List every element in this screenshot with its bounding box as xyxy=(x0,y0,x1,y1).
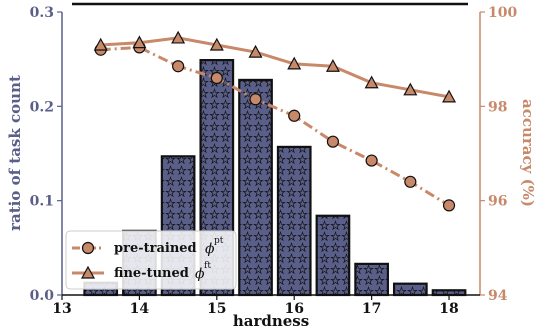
series-1-point-6 xyxy=(325,58,340,72)
legend-entry-fine-tuned: fine-tuned ϕ ft xyxy=(72,261,211,282)
lines-layer xyxy=(93,30,457,212)
series-0-point-5 xyxy=(288,109,301,122)
x-tick-label-5: 18 xyxy=(439,301,458,317)
x-tick-label-3: 16 xyxy=(284,301,303,317)
legend-symbol-pre-trained: ϕ xyxy=(205,241,215,257)
series-0-point-4 xyxy=(249,93,262,106)
x-axis-label: hardness xyxy=(233,312,309,330)
series-1-point-2 xyxy=(171,30,186,44)
series-1-point-1 xyxy=(132,35,147,49)
y-axis-right-label: accuracy (%) xyxy=(519,99,535,207)
legend-label-pre-trained: pre-trained xyxy=(114,241,197,256)
series-1-point-3 xyxy=(209,37,224,51)
y-right-tick-label-0: 94 xyxy=(488,288,508,304)
legend-symbol-fine-tuned: ϕ xyxy=(195,266,205,282)
legend-sup-pre-trained: pt xyxy=(214,236,224,246)
y-left-tick-label-3: 0.3 xyxy=(30,5,54,21)
x-tick-label-4: 17 xyxy=(362,301,381,317)
series-0-point-3 xyxy=(210,71,223,85)
legend-box xyxy=(65,230,237,290)
legend-sup-fine-tuned: ft xyxy=(204,261,211,271)
x-tick-label-0: 13 xyxy=(52,301,71,317)
legend-marker-circle xyxy=(81,241,95,255)
series-0-point-8 xyxy=(404,175,417,188)
series-1-point-0 xyxy=(93,37,108,51)
y-axis-left-label: ratio of task count xyxy=(6,75,24,231)
ticks-layer: 13 14 15 16 17 18 0.0 0.1 0.2 0.3 94 96 98 100 xyxy=(30,5,518,317)
series-1-point-7 xyxy=(364,75,379,89)
series-line-0 xyxy=(100,45,450,207)
legend: pre-trained ϕ pt fine-tuned ϕ ft xyxy=(65,230,237,290)
series-1-point-9 xyxy=(442,89,457,103)
series-0-point-2 xyxy=(172,60,185,73)
y-left-tick-label-0: 0.0 xyxy=(30,288,55,304)
legend-label-fine-tuned: fine-tuned xyxy=(114,266,189,281)
bar-6 xyxy=(315,214,351,297)
bar-5 xyxy=(276,145,312,297)
legend-entry-pre-trained: pre-trained ϕ pt xyxy=(72,236,224,257)
series-1-point-5 xyxy=(287,56,302,70)
bar-4 xyxy=(238,78,273,297)
y-left-tick-label-2: 0.2 xyxy=(30,99,54,115)
series-0-point-7 xyxy=(365,154,378,167)
series-1-point-8 xyxy=(403,82,418,96)
x-tick-label-1: 14 xyxy=(130,301,150,317)
bar-7 xyxy=(354,262,389,297)
series-0-point-6 xyxy=(326,135,340,148)
y-left-tick-label-1: 0.1 xyxy=(30,194,54,210)
y-right-tick-label-2: 98 xyxy=(488,99,507,115)
legend-marker-triangle xyxy=(80,265,96,279)
y-right-tick-label-1: 96 xyxy=(488,194,507,210)
series-line-1 xyxy=(100,36,450,99)
y-right-tick-label-3: 100 xyxy=(488,5,517,21)
x-tick-label-2: 15 xyxy=(207,301,226,317)
series-1-point-4 xyxy=(248,44,263,58)
bar-8 xyxy=(392,282,428,297)
series-0-point-9 xyxy=(442,199,456,212)
